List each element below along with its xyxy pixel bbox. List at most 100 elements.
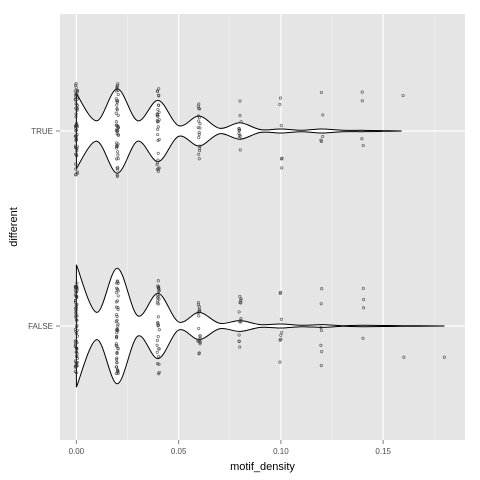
data-point [75,103,79,107]
data-point [75,170,79,174]
data-point [115,356,119,360]
data-point [156,321,160,325]
data-point [198,342,202,346]
data-point [278,360,282,364]
data-point [157,87,161,91]
data-point [115,351,119,355]
data-point [75,107,79,111]
data-point [75,325,79,329]
data-point [239,316,243,321]
data-point [156,284,160,288]
data-point [361,143,365,148]
data-point [75,125,79,129]
axes: 0.00 0.05 0.10 0.15 TRUE FALSE [28,127,391,456]
data-point [238,345,242,349]
data-point [73,144,77,148]
data-point [74,173,78,177]
data-point [115,299,120,303]
data-point [115,279,120,283]
data-point [157,94,161,98]
data-point [115,336,119,340]
data-point [74,306,78,310]
data-point [115,103,119,107]
data-point [115,344,119,348]
data-point [156,125,160,129]
data-point [74,137,78,141]
data-point [115,100,119,104]
data-point [74,314,78,318]
data-point [197,102,201,106]
data-point [360,137,364,141]
data-point [155,343,159,347]
data-point [73,89,77,93]
data-point [237,310,241,314]
data-point [157,137,161,142]
data-point [442,355,446,359]
data-point [237,333,241,337]
data-point [116,289,120,293]
y-tick-label: TRUE [31,127,53,136]
data-point [279,337,283,341]
data-point [75,334,79,338]
data-point [73,300,77,304]
data-point [156,127,160,132]
data-point [75,93,79,97]
data-point [198,149,202,153]
data-point [115,360,119,365]
data-point [74,341,78,345]
data-point [196,301,200,305]
data-point [237,126,241,131]
data-point [115,174,119,178]
data-point [319,364,323,368]
data-point [198,126,202,130]
data-point [157,166,161,170]
data-point [156,324,160,328]
data-point [115,84,119,88]
data-point [155,112,159,116]
data-point [197,136,201,140]
data-point [74,303,78,307]
data-points [73,82,446,376]
data-point [116,126,120,130]
data-point [402,355,406,359]
data-point [115,314,119,319]
y-axis-title: different [8,207,20,247]
data-point [116,153,120,157]
data-point [114,144,119,148]
data-point [196,339,200,343]
data-point [114,123,118,127]
data-point [114,120,118,124]
data-point [321,113,325,117]
data-point [116,99,120,103]
data-point [155,338,159,342]
data-point [238,128,242,132]
data-point [74,162,78,166]
data-point [73,343,77,347]
data-point [73,327,77,332]
data-point [157,347,161,351]
data-point [116,92,120,97]
data-point [116,347,120,351]
data-point [116,133,120,137]
x-tick-label: 0.00 [69,447,85,456]
data-point [116,157,120,161]
data-point [196,114,201,118]
data-point [114,146,119,150]
data-point [156,354,161,358]
data-point [279,290,283,294]
data-point [115,286,119,290]
data-point [361,286,365,290]
data-point [115,86,119,90]
data-point [156,169,160,173]
data-point [115,107,119,111]
data-point [73,134,77,138]
data-point [116,306,120,310]
data-point [238,148,242,152]
data-point [114,89,118,93]
data-point [198,309,202,313]
data-point [319,90,323,95]
data-point [156,107,160,112]
data-point [115,365,119,369]
data-point [116,88,120,92]
data-point [115,331,119,335]
